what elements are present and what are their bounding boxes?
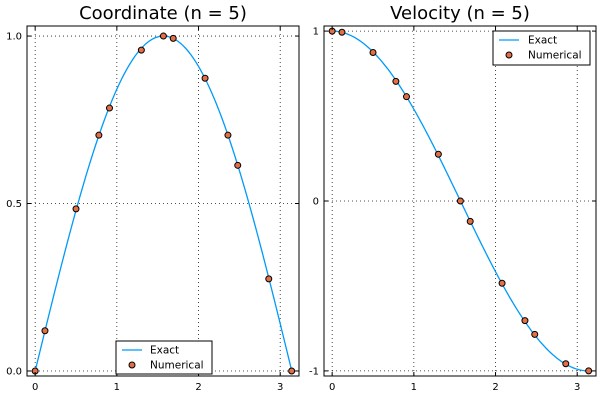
coordinate-legend-exact-label: Exact <box>150 345 179 357</box>
coordinate-grid <box>27 26 299 376</box>
coordinate-numerical-point <box>95 131 103 139</box>
coordinate-legend-numerical-label: Numerical <box>150 360 204 372</box>
coordinate-x-tick-label: 3 <box>277 382 283 393</box>
velocity-legend: Exact Numerical <box>492 30 591 66</box>
coordinate-x-tick-label: 0 <box>32 382 38 393</box>
velocity-chart-title: Velocity (n = 5) <box>390 3 530 24</box>
coordinate-numerical-point <box>105 104 113 112</box>
coordinate-numerical-point <box>137 46 145 54</box>
coordinate-x-tick-label: 1 <box>114 382 120 393</box>
velocity-x-tick-label: 1 <box>411 382 417 393</box>
velocity-numerical-point <box>392 77 400 85</box>
coordinate-legend: Exact Numerical <box>115 340 213 375</box>
coordinate-numerical-point <box>159 32 167 40</box>
velocity-numerical-point <box>456 197 464 205</box>
coordinate-numerical-point <box>201 74 209 82</box>
velocity-numerical-point <box>434 150 442 158</box>
coordinate-legend-numerical-marker <box>128 361 136 369</box>
velocity-x-tick-label: 3 <box>574 382 580 393</box>
coordinate-y-tick-label: 1.0 <box>6 32 22 43</box>
velocity-numerical-point <box>521 317 529 325</box>
velocity-panel: Velocity (n = 5) 0 1 2 3 -1 0 1 Exact Numerica… <box>309 3 597 393</box>
coordinate-numerical-point <box>41 327 49 335</box>
coordinate-numerical-point <box>265 275 273 283</box>
coordinate-numerical-point <box>288 367 296 375</box>
coordinate-numerical-point <box>169 34 177 42</box>
velocity-legend-box <box>492 30 591 66</box>
velocity-numerical-point <box>531 330 539 338</box>
velocity-numerical-point <box>369 49 377 57</box>
coordinate-panel: Coordinate (n = 5) 0 1 2 3 0.0 0.5 1.0 Exact N… <box>6 3 300 393</box>
velocity-numerical-point <box>402 93 410 101</box>
velocity-numerical-series <box>328 27 593 375</box>
coordinate-y-tick-label: 0.5 <box>6 199 22 210</box>
velocity-legend-numerical-label: Numerical <box>528 50 582 62</box>
coordinate-numerical-point <box>234 161 242 169</box>
velocity-y-tick-label: 0 <box>313 197 319 208</box>
coordinate-plot-frame <box>26 25 300 377</box>
coordinate-x-tick-label: 2 <box>195 382 201 393</box>
coordinate-numerical-point <box>72 205 80 213</box>
coordinate-ticks: 0 1 2 3 0.0 0.5 1.0 <box>6 26 299 393</box>
velocity-numerical-point <box>562 360 570 368</box>
velocity-numerical-point <box>498 279 506 287</box>
velocity-legend-numerical-marker <box>505 51 513 59</box>
coordinate-numerical-point <box>224 131 232 139</box>
velocity-numerical-point <box>466 217 474 225</box>
velocity-numerical-point <box>338 28 346 36</box>
velocity-y-tick-label: 1 <box>313 27 319 38</box>
velocity-y-tick-label: -1 <box>309 366 319 377</box>
velocity-numerical-point <box>585 367 593 375</box>
velocity-legend-exact-label: Exact <box>528 35 557 47</box>
velocity-ticks: 0 1 2 3 -1 0 1 <box>309 26 596 393</box>
coordinate-y-tick-label: 0.0 <box>6 366 22 377</box>
coordinate-numerical-series <box>31 32 296 375</box>
velocity-x-tick-label: 2 <box>492 382 498 393</box>
coordinate-chart-title: Coordinate (n = 5) <box>79 3 247 24</box>
velocity-x-tick-label: 0 <box>329 382 335 393</box>
